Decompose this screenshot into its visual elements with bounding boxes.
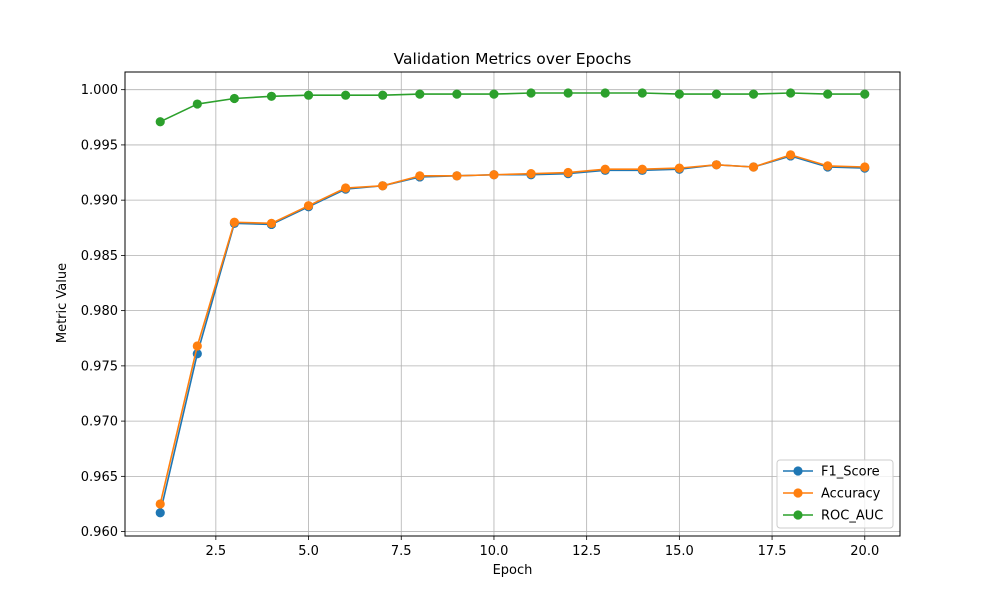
data-point-accuracy <box>563 167 573 178</box>
data-point-accuracy <box>378 181 388 191</box>
y-tick-label: 0.985 <box>81 249 118 264</box>
data-point-roc-auc <box>192 99 202 109</box>
x-tick-label: 17.5 <box>758 544 787 559</box>
x-tick-label: 7.5 <box>391 544 412 559</box>
data-point-accuracy <box>452 171 462 181</box>
data-series <box>155 88 870 518</box>
x-axis-title: Epoch <box>493 563 533 578</box>
data-point-accuracy <box>303 201 314 211</box>
y-tick-label: 0.970 <box>81 415 118 430</box>
data-point-roc-auc <box>452 89 462 99</box>
data-point-roc-auc <box>266 91 277 101</box>
y-tick-label: 0.980 <box>81 304 118 319</box>
legend: F1_Score Accuracy ROC_AUC <box>776 459 894 529</box>
legend-swatch-marker <box>793 466 803 476</box>
data-point-accuracy <box>860 162 870 172</box>
y-axis-ticks: 0.960 0.965 0.970 0.975 0.980 0.985 0.990 0.995… <box>81 83 125 540</box>
y-tick-label: 0.990 <box>81 194 118 209</box>
legend-item-accuracy: Accuracy <box>783 487 881 502</box>
data-point-accuracy <box>155 499 165 509</box>
series-roc-auc <box>155 88 870 127</box>
y-tick-label: 0.975 <box>81 359 118 374</box>
data-point-accuracy <box>823 161 833 171</box>
data-point-accuracy <box>229 217 239 227</box>
data-point-accuracy <box>266 218 277 228</box>
x-tick-label: 15.0 <box>665 544 694 559</box>
data-point-accuracy <box>489 170 499 180</box>
y-tick-label: 0.995 <box>81 138 118 153</box>
data-point-accuracy <box>600 164 610 174</box>
y-tick-label: 0.960 <box>81 525 118 540</box>
data-point-accuracy <box>192 341 202 351</box>
data-point-accuracy <box>526 169 536 179</box>
legend-swatch-marker <box>793 510 803 520</box>
y-axis-title: Metric Value <box>55 263 70 343</box>
data-point-accuracy <box>786 150 796 160</box>
grid-lines <box>125 72 900 536</box>
x-tick-label: 10.0 <box>479 544 508 559</box>
data-point-accuracy <box>748 162 759 172</box>
x-tick-label: 2.5 <box>206 544 227 559</box>
x-tick-label: 20.0 <box>850 544 879 559</box>
data-point-roc-auc <box>378 90 388 100</box>
series-accuracy <box>155 150 870 509</box>
x-axis-ticks: 2.5 5.0 7.5 10.0 12.5 15.0 17.5 20.0 <box>206 536 879 559</box>
data-point-roc-auc <box>600 88 610 98</box>
legend-label: ROC_AUC <box>821 509 883 524</box>
data-point-roc-auc <box>637 88 647 98</box>
x-tick-label: 5.0 <box>298 544 319 559</box>
y-tick-label: 1.000 <box>81 83 118 98</box>
legend-label: F1_Score <box>821 465 880 480</box>
series-line-accuracy <box>159 154 865 505</box>
data-point-roc-auc <box>303 90 314 100</box>
x-tick-label: 12.5 <box>572 544 601 559</box>
legend-box <box>776 459 894 529</box>
y-tick-label: 0.965 <box>81 470 118 485</box>
legend-item-roc-auc: ROC_AUC <box>783 509 883 524</box>
data-point-roc-auc <box>229 93 239 104</box>
data-point-accuracy <box>637 164 647 174</box>
data-point-accuracy <box>674 163 684 173</box>
data-point-roc-auc <box>489 89 499 99</box>
data-point-roc-auc <box>711 89 722 99</box>
data-point-accuracy <box>341 183 351 193</box>
data-point-roc-auc <box>748 89 759 99</box>
data-point-f1-score <box>155 508 165 518</box>
data-point-roc-auc <box>563 88 573 98</box>
data-point-roc-auc <box>155 117 165 127</box>
data-point-accuracy <box>415 171 425 181</box>
legend-entries: F1_Score Accuracy ROC_AUC <box>783 465 883 524</box>
legend-item-f1-score: F1_Score <box>783 465 880 480</box>
data-point-roc-auc <box>415 89 425 99</box>
legend-label: Accuracy <box>821 487 881 502</box>
legend-swatch-marker <box>793 488 803 498</box>
series-line-roc-auc <box>159 92 865 123</box>
data-point-accuracy <box>711 160 722 170</box>
plot-frame <box>124 71 901 537</box>
data-point-roc-auc <box>823 89 833 99</box>
data-point-roc-auc <box>674 89 684 99</box>
chart-title: Validation Metrics over Epochs <box>394 50 632 68</box>
data-point-roc-auc <box>526 88 536 98</box>
data-point-roc-auc <box>341 90 351 100</box>
data-point-roc-auc <box>860 89 870 99</box>
data-point-roc-auc <box>786 88 796 98</box>
